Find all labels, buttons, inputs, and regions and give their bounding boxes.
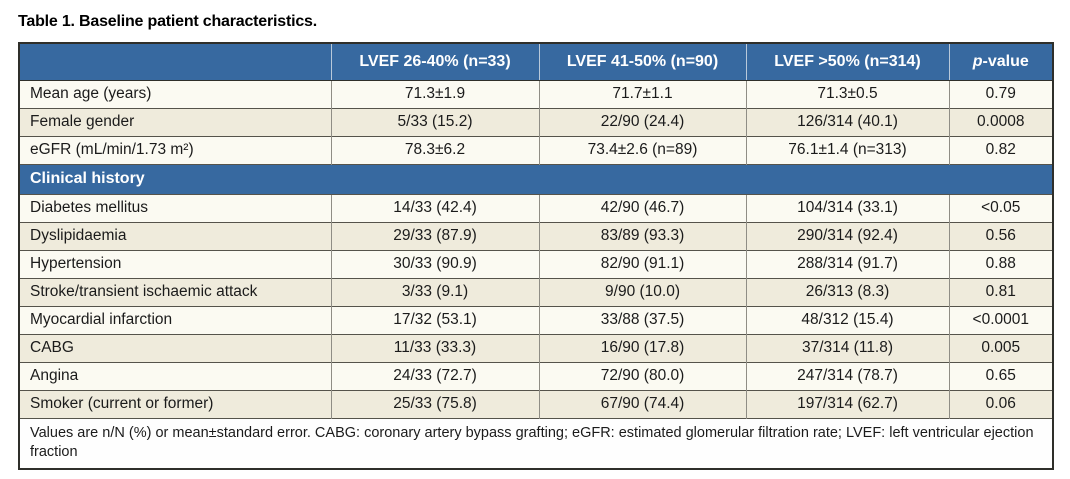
footnote-row: Values are n/N (%) or mean±standard erro… bbox=[19, 417, 1053, 469]
cell-p-value: 0.82 bbox=[948, 135, 1053, 164]
table-title: Table 1. Baseline patient characteristic… bbox=[18, 13, 317, 30]
table-row: Stroke/transient ischaemic attack 3/33 (… bbox=[19, 277, 1053, 306]
cell-value: 76.1±1.4 (n=313) bbox=[745, 135, 949, 164]
table-row: Dyslipidaemia 29/33 (87.9) 83/89 (93.3) … bbox=[19, 221, 1053, 250]
row-label: Diabetes mellitus bbox=[19, 193, 331, 222]
cell-value: 25/33 (75.8) bbox=[330, 389, 539, 418]
cell-p-value: 0.06 bbox=[948, 389, 1053, 418]
cell-value: 104/314 (33.1) bbox=[745, 193, 949, 222]
cell-value: 22/90 (24.4) bbox=[538, 107, 746, 136]
cell-p-value: 0.56 bbox=[948, 221, 1053, 250]
cell-value: 11/33 (33.3) bbox=[330, 333, 539, 362]
header-row: LVEF 26-40% (n=33) LVEF 41-50% (n=90) LV… bbox=[19, 43, 1053, 81]
cell-p-value: 0.005 bbox=[948, 333, 1053, 362]
table-row: CABG 11/33 (33.3) 16/90 (17.8) 37/314 (1… bbox=[19, 333, 1053, 362]
table-row: Female gender 5/33 (15.2) 22/90 (24.4) 1… bbox=[19, 107, 1053, 136]
row-label: Myocardial infarction bbox=[19, 305, 331, 334]
section-header-clinical-history: Clinical history bbox=[19, 163, 1053, 194]
table-row: Diabetes mellitus 14/33 (42.4) 42/90 (46… bbox=[19, 193, 1053, 222]
cell-value: 78.3±6.2 bbox=[330, 135, 539, 164]
cell-value: 71.3±1.9 bbox=[330, 79, 539, 108]
cell-value: 197/314 (62.7) bbox=[745, 389, 949, 418]
cell-value: 16/90 (17.8) bbox=[538, 333, 746, 362]
cell-value: 24/33 (72.7) bbox=[330, 361, 539, 390]
p-value-rest: -value bbox=[982, 52, 1029, 70]
cell-value: 14/33 (42.4) bbox=[330, 193, 539, 222]
row-label: Stroke/transient ischaemic attack bbox=[19, 277, 331, 306]
cell-p-value: <0.0001 bbox=[948, 305, 1053, 334]
cell-p-value: 0.81 bbox=[948, 277, 1053, 306]
table-row: Hypertension 30/33 (90.9) 82/90 (91.1) 2… bbox=[19, 249, 1053, 278]
cell-value: 48/312 (15.4) bbox=[745, 305, 949, 334]
table-row: Mean age (years) 71.3±1.9 71.7±1.1 71.3±… bbox=[19, 79, 1053, 108]
row-label: CABG bbox=[19, 333, 331, 362]
cell-value: 290/314 (92.4) bbox=[745, 221, 949, 250]
table-row: Angina 24/33 (72.7) 72/90 (80.0) 247/314… bbox=[19, 361, 1053, 390]
row-label: Smoker (current or former) bbox=[19, 389, 331, 418]
header-lvef-gt-50: LVEF >50% (n=314) bbox=[745, 43, 949, 81]
cell-value: 42/90 (46.7) bbox=[538, 193, 746, 222]
cell-value: 73.4±2.6 (n=89) bbox=[538, 135, 746, 164]
cell-value: 126/314 (40.1) bbox=[745, 107, 949, 136]
row-label: eGFR (mL/min/1.73 m²) bbox=[19, 135, 331, 164]
cell-value: 29/33 (87.9) bbox=[330, 221, 539, 250]
header-lvef-41-50: LVEF 41-50% (n=90) bbox=[538, 43, 746, 81]
header-empty-cell bbox=[19, 43, 331, 81]
cell-value: 71.3±0.5 bbox=[745, 79, 949, 108]
cell-value: 33/88 (37.5) bbox=[538, 305, 746, 334]
row-label: Hypertension bbox=[19, 249, 331, 278]
row-label: Angina bbox=[19, 361, 331, 390]
row-label: Female gender bbox=[19, 107, 331, 136]
cell-p-value: <0.05 bbox=[948, 193, 1053, 222]
cell-value: 67/90 (74.4) bbox=[538, 389, 746, 418]
cell-value: 82/90 (91.1) bbox=[538, 249, 746, 278]
cell-p-value: 0.79 bbox=[948, 79, 1053, 108]
table-row: Myocardial infarction 17/32 (53.1) 33/88… bbox=[19, 305, 1053, 334]
table-row: eGFR (mL/min/1.73 m²) 78.3±6.2 73.4±2.6 … bbox=[19, 135, 1053, 164]
cell-value: 72/90 (80.0) bbox=[538, 361, 746, 390]
cell-value: 247/314 (78.7) bbox=[745, 361, 949, 390]
cell-value: 30/33 (90.9) bbox=[330, 249, 539, 278]
cell-value: 3/33 (9.1) bbox=[330, 277, 539, 306]
cell-p-value: 0.65 bbox=[948, 361, 1053, 390]
cell-value: 26/313 (8.3) bbox=[745, 277, 949, 306]
row-label: Mean age (years) bbox=[19, 79, 331, 108]
baseline-characteristics-table: LVEF 26-40% (n=33) LVEF 41-50% (n=90) LV… bbox=[18, 42, 1054, 470]
cell-value: 17/32 (53.1) bbox=[330, 305, 539, 334]
table-footnote: Values are n/N (%) or mean±standard erro… bbox=[19, 417, 1053, 469]
row-label: Dyslipidaemia bbox=[19, 221, 331, 250]
cell-value: 37/314 (11.8) bbox=[745, 333, 949, 362]
header-lvef-26-40: LVEF 26-40% (n=33) bbox=[330, 43, 539, 81]
header-p-value: p-value bbox=[948, 43, 1053, 81]
cell-p-value: 0.88 bbox=[948, 249, 1053, 278]
table-header: LVEF 26-40% (n=33) LVEF 41-50% (n=90) LV… bbox=[19, 43, 1053, 81]
cell-p-value: 0.0008 bbox=[948, 107, 1053, 136]
table-row: Smoker (current or former) 25/33 (75.8) … bbox=[19, 389, 1053, 418]
p-value-italic-p: p bbox=[972, 52, 983, 70]
cell-value: 9/90 (10.0) bbox=[538, 277, 746, 306]
cell-value: 5/33 (15.2) bbox=[330, 107, 539, 136]
cell-value: 71.7±1.1 bbox=[538, 79, 746, 108]
cell-value: 288/314 (91.7) bbox=[745, 249, 949, 278]
cell-value: 83/89 (93.3) bbox=[538, 221, 746, 250]
section-header-row: Clinical history bbox=[19, 163, 1053, 194]
